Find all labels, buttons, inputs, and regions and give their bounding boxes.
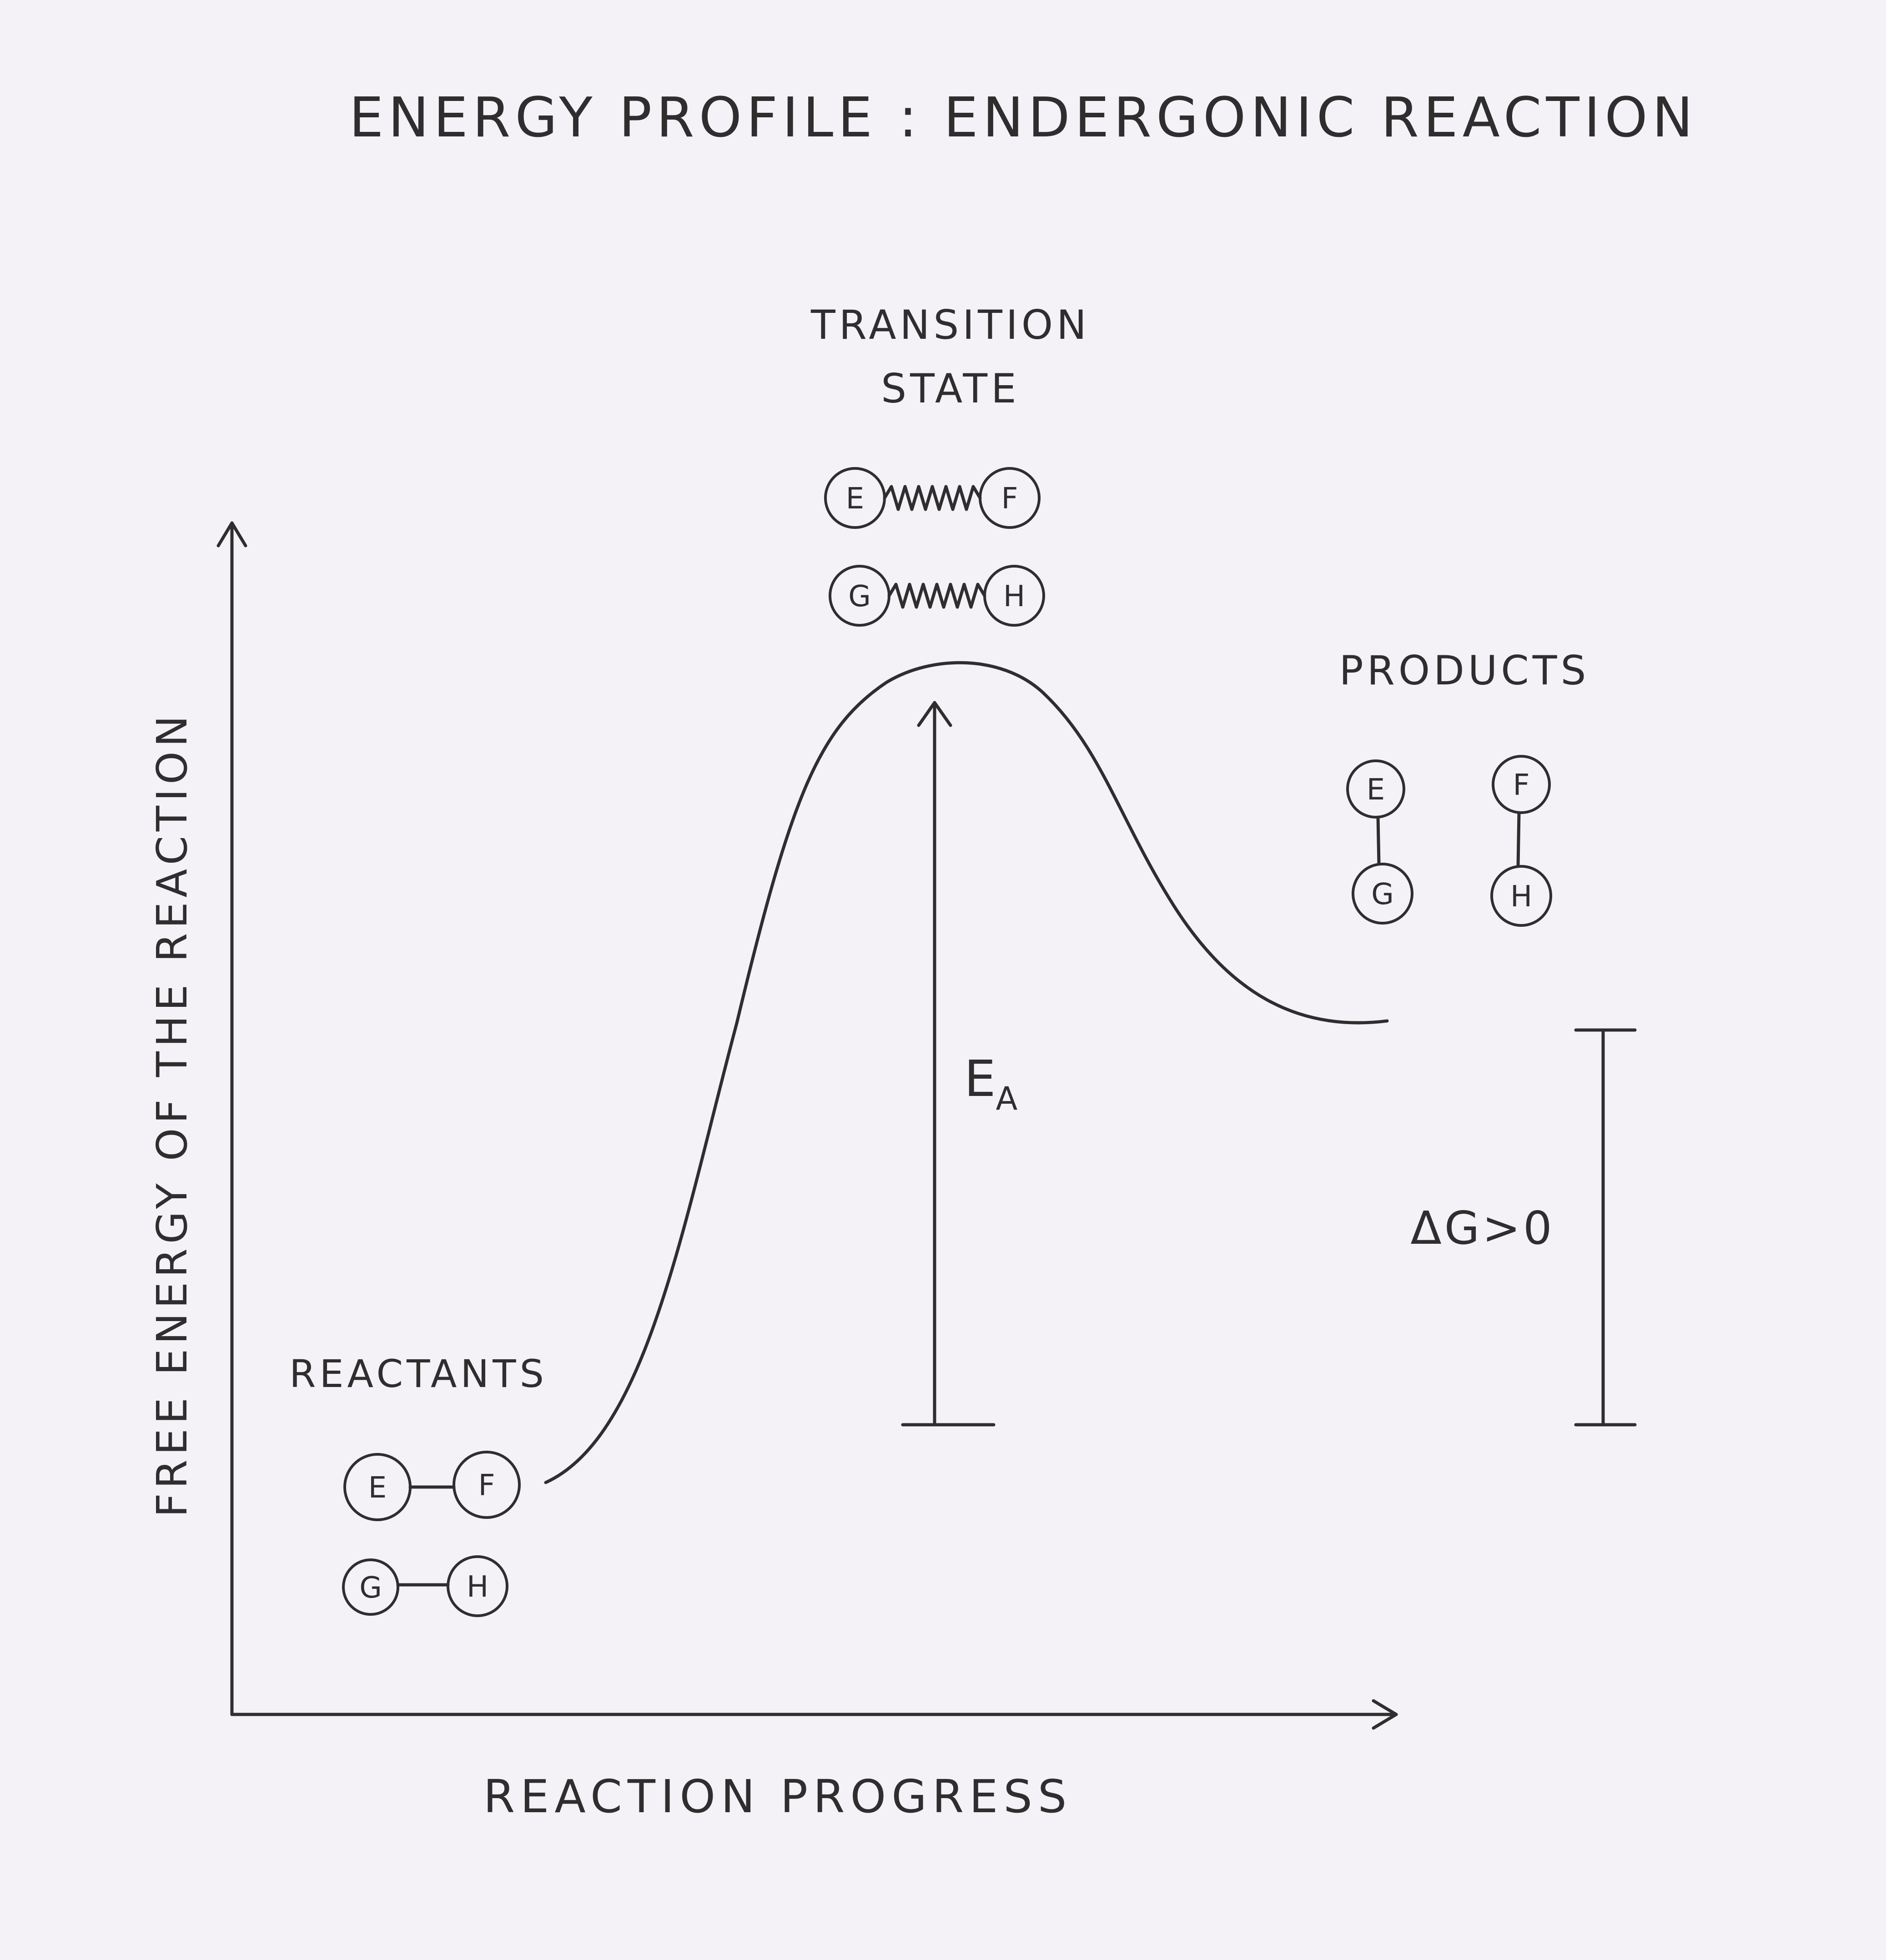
bond xyxy=(1376,815,1381,866)
axes xyxy=(216,521,1398,1730)
reactants-label: REACTANTS xyxy=(289,1352,548,1396)
atom-e xyxy=(1346,759,1405,819)
atom-h xyxy=(447,1555,508,1617)
product-molecules: E G F H xyxy=(1346,755,1552,927)
transition-state-molecules: E F G H xyxy=(824,467,1045,627)
atom-g-label: G xyxy=(1371,878,1394,911)
atom-g xyxy=(1352,863,1413,925)
energy-curve xyxy=(544,661,1389,1484)
atom-f xyxy=(453,1451,521,1519)
atom-f-label: F xyxy=(1513,769,1530,802)
atom-f-label: F xyxy=(1001,482,1018,516)
transition-state-label-line1: TRANSITION xyxy=(810,302,1090,348)
atom-h xyxy=(1490,865,1552,927)
atom-h-label: H xyxy=(1003,580,1025,613)
atom-g xyxy=(342,1558,399,1616)
stretched-bond xyxy=(887,583,986,609)
bond xyxy=(1516,811,1521,868)
activation-energy-label: EA xyxy=(964,1050,1018,1117)
atom-h-label: H xyxy=(467,1570,488,1604)
atom-e-label: E xyxy=(846,482,864,516)
x-axis-arrowhead xyxy=(1372,1699,1398,1730)
atom-h xyxy=(983,565,1045,627)
transition-state-label-line2: STATE xyxy=(881,365,1020,412)
atom-f xyxy=(1492,755,1551,814)
x-axis-label: REACTION PROGRESS xyxy=(483,1770,1072,1823)
atom-f xyxy=(979,467,1041,529)
atom-g-label: G xyxy=(359,1571,382,1605)
stretched-bond xyxy=(883,485,982,511)
diagram-title: ENERGY PROFILE : ENDERGONIC REACTION xyxy=(349,86,1698,150)
y-axis-arrowhead xyxy=(216,521,247,548)
delta-g-label: ΔG>0 xyxy=(1410,1201,1554,1255)
reactant-molecules: E F G H xyxy=(342,1451,521,1617)
delta-g-bar xyxy=(1574,1028,1637,1427)
atom-f-label: F xyxy=(478,1469,495,1503)
atom-h-label: H xyxy=(1510,880,1532,914)
atom-e-label: E xyxy=(368,1471,387,1505)
y-axis-label: FREE ENERGY OF THE REACTION xyxy=(148,711,196,1518)
products-label: PRODUCTS xyxy=(1339,647,1590,694)
atom-g-label: G xyxy=(848,580,871,613)
activation-energy-arrow xyxy=(901,701,996,1427)
atom-e-label: E xyxy=(1367,773,1385,807)
